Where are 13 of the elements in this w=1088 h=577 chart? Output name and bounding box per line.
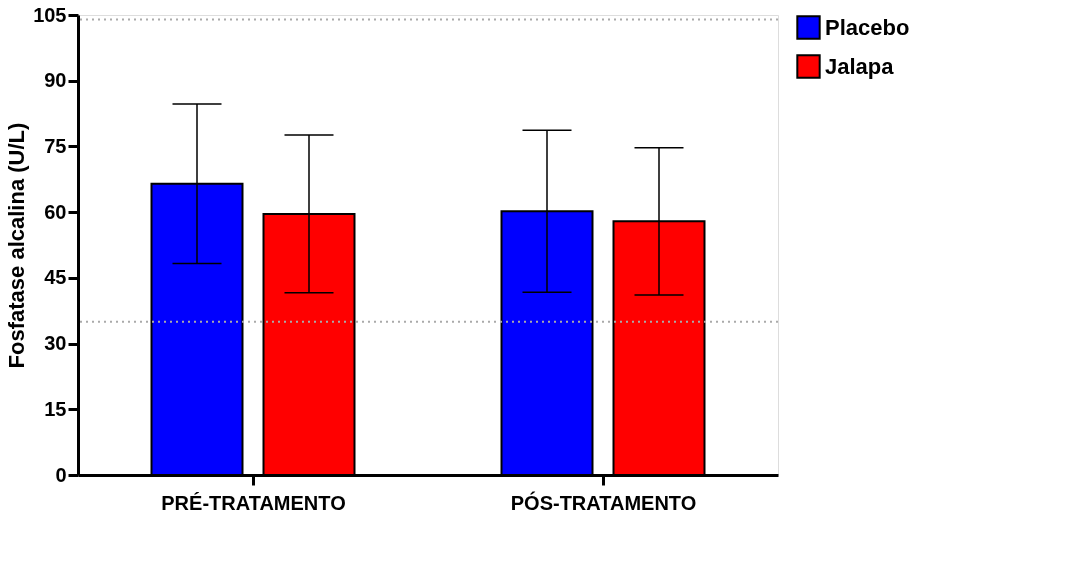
y-tick-label: 75 [44,134,67,157]
y-tick-label: 30 [44,332,67,355]
y-tick-label: 105 [33,3,67,26]
x-tick-label: PRÉ-TRATAMENTO [161,491,346,514]
y-axis-title: Fosfatase alcalina (U/L) [4,122,30,369]
y-tick-label: 0 [55,463,67,486]
legend-label: Jalapa [825,53,895,79]
legend-label: Placebo [825,14,910,40]
y-tick-label: 15 [44,397,67,420]
y-tick-label: 45 [44,266,67,289]
y-tick-label: 60 [44,200,67,223]
x-tick-label: PÓS-TRATAMENTO [510,490,697,514]
y-tick-label: 90 [44,69,67,92]
